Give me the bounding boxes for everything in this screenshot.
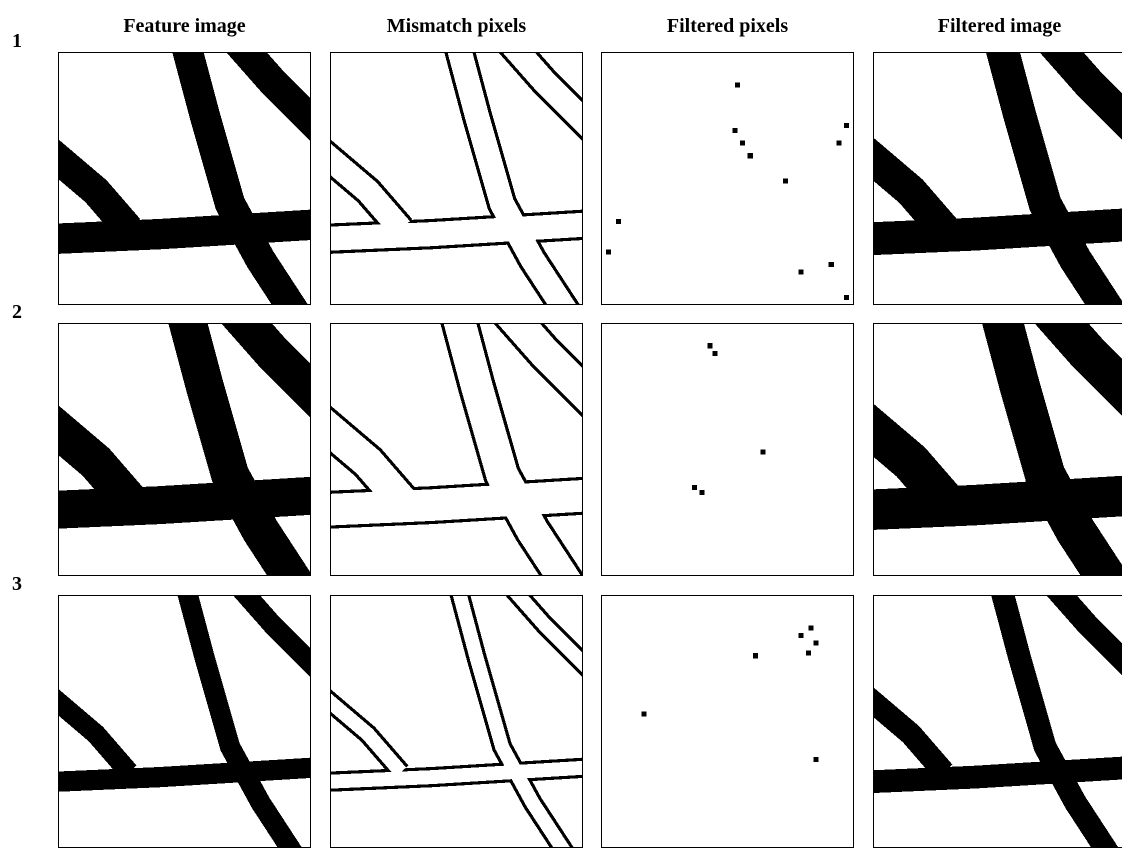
page: Feature image Mismatch pixels Filtered pix…	[0, 0, 1122, 848]
image-panel	[860, 582, 1122, 848]
image-panel	[601, 323, 854, 576]
column-header: Filtered pixels	[667, 15, 788, 37]
image-panel	[860, 39, 1122, 317]
figure: Feature image Mismatch pixels Filtered pix…	[0, 0, 1122, 848]
panel-background	[601, 52, 854, 305]
column-header: Mismatch pixels	[387, 15, 527, 37]
image-panel	[601, 595, 854, 848]
row-label: 3	[12, 573, 22, 595]
image-panel	[45, 582, 323, 848]
column-header: Feature image	[123, 15, 245, 37]
image-panel	[45, 39, 323, 317]
image-panel	[317, 39, 595, 317]
image-panel	[601, 52, 854, 305]
image-panel	[317, 582, 595, 848]
row-label: 1	[12, 30, 22, 52]
image-panel	[45, 310, 323, 588]
panel-background	[601, 595, 854, 848]
column-header: Filtered image	[938, 15, 1062, 37]
panel-background	[601, 323, 854, 576]
image-panel	[860, 310, 1122, 588]
row-label: 2	[12, 301, 22, 323]
image-panel	[317, 310, 595, 588]
